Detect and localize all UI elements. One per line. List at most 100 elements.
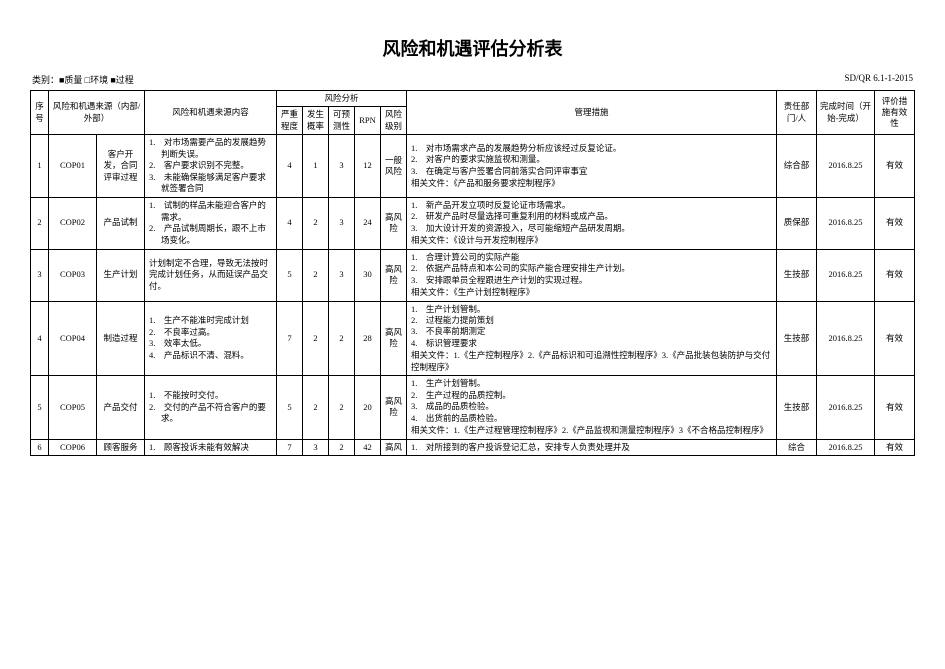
desc-item: 2. 客户要求识别不完整。 xyxy=(149,160,273,171)
cell-desc: 1. 顾客投诉未能有效解决 xyxy=(145,439,277,455)
desc-item: 1. 不能按时交付。 xyxy=(149,390,273,401)
cell-eff: 有效 xyxy=(875,249,915,301)
desc-item: 1. 顾客投诉未能有效解决 xyxy=(149,442,273,453)
cell-src: 制造过程 xyxy=(97,301,145,376)
cell-date: 2016.8.25 xyxy=(817,135,875,197)
cell-date: 2016.8.25 xyxy=(817,439,875,455)
cell-src: 产品交付 xyxy=(97,376,145,439)
cell-lvl: 高风险 xyxy=(381,249,407,301)
header-row: 类别：■质量 □环境 ■过程 SD/QR 6.1-1-2015 xyxy=(30,73,915,86)
table-row: 2COP02产品试制1. 试制的样品未能迎合客户的需求。2. 产品试制周期长，跟… xyxy=(31,197,915,249)
desc-item: 1. 生产不能准时完成计划 xyxy=(149,315,273,326)
related-docs: 相关文件：《生产计划控制程序》 xyxy=(411,287,773,298)
desc-item: 3. 效率太低。 xyxy=(149,338,273,349)
cell-eff: 有效 xyxy=(875,135,915,197)
measure-item: 4. 出货前的品质检验。 xyxy=(411,413,773,424)
cell-code: COP05 xyxy=(49,376,97,439)
col-measures: 管理措施 xyxy=(407,91,777,135)
cell-eff: 有效 xyxy=(875,439,915,455)
col-analysis-group: 风险分析 xyxy=(277,91,407,107)
desc-item: 1. 试制的样品未能迎合客户的需求。 xyxy=(149,200,273,223)
cell-desc: 1. 生产不能准时完成计划2. 不良率过高。3. 效率太低。4. 产品标识不清、… xyxy=(145,301,277,376)
cell-src: 顾客服务 xyxy=(97,439,145,455)
table-body: 1COP01客户开发，合同评审过程1. 对市场需要产品的发展趋势判断失误。2. … xyxy=(31,135,915,456)
measure-item: 2. 过程能力提前策划 xyxy=(411,315,773,326)
cell-eff: 有效 xyxy=(875,376,915,439)
desc-item: 1. 对市场需要产品的发展趋势判断失误。 xyxy=(149,137,273,160)
measure-item: 1. 对市场需求产品的发展趋势分析应该经过反复论证。 xyxy=(411,143,773,154)
table-row: 4COP04制造过程1. 生产不能准时完成计划2. 不良率过高。3. 效率太低。… xyxy=(31,301,915,376)
table-row: 6COP06顾客服务1. 顾客投诉未能有效解决73242高风1. 对所接到的客户… xyxy=(31,439,915,455)
cell-code: COP06 xyxy=(49,439,97,455)
cell-lvl: 高风 xyxy=(381,439,407,455)
cell-prob: 3 xyxy=(303,439,329,455)
cell-lvl: 一般风险 xyxy=(381,135,407,197)
cell-eff: 有效 xyxy=(875,197,915,249)
cell-date: 2016.8.25 xyxy=(817,249,875,301)
cell-dept: 综合部 xyxy=(777,135,817,197)
cell-rpn: 28 xyxy=(355,301,381,376)
desc-item: 3. 未能确保能够满足客户要求就签署合同 xyxy=(149,172,273,195)
cell-measures: 1. 对市场需求产品的发展趋势分析应该经过反复论证。2. 对客户的要求实施监视和… xyxy=(407,135,777,197)
measure-item: 3. 不良率前期测定 xyxy=(411,326,773,337)
related-docs: 相关文件：《产品和服务要求控制程序》 xyxy=(411,178,773,189)
measure-item: 1. 新产品开发立项时反复论证市场需求。 xyxy=(411,200,773,211)
col-rpn: RPN xyxy=(355,107,381,135)
measure-item: 3. 在确定与客户签署合同前落实合同评审事宜 xyxy=(411,166,773,177)
cell-desc: 计划制定不合理，导致无法按时完成计划任务，从而延误产品交付。 xyxy=(145,249,277,301)
cell-src: 生产计划 xyxy=(97,249,145,301)
measure-item: 2. 研发产品时尽量选择可重复利用的材料或成产品。 xyxy=(411,211,773,222)
cell-lvl: 高风险 xyxy=(381,197,407,249)
cell-seq: 5 xyxy=(31,376,49,439)
category-label: 类别：■质量 □环境 ■过程 xyxy=(32,73,134,86)
cell-sev: 7 xyxy=(277,439,303,455)
measure-item: 1. 合理计算公司的实际产能 xyxy=(411,252,773,263)
cell-measures: 1. 生产计划管制。2. 过程能力提前策划3. 不良率前期测定4. 标识管理要求… xyxy=(407,301,777,376)
measure-item: 1. 对所接到的客户投诉登记汇总，安排专人负责处理并及 xyxy=(411,442,773,453)
measure-item: 1. 生产计划管制。 xyxy=(411,304,773,315)
cell-pred: 2 xyxy=(329,301,355,376)
cell-lvl: 高风险 xyxy=(381,301,407,376)
table-row: 3COP03生产计划计划制定不合理，导致无法按时完成计划任务，从而延误产品交付。… xyxy=(31,249,915,301)
col-probability: 发生概率 xyxy=(303,107,329,135)
table-row: 5COP05产品交付1. 不能按时交付。2. 交付的产品不符合客户的要求。522… xyxy=(31,376,915,439)
related-docs: 相关文件：《设计与开发控制程序》 xyxy=(411,235,773,246)
cell-code: COP03 xyxy=(49,249,97,301)
cell-sev: 5 xyxy=(277,376,303,439)
col-eff: 评价措施有效性 xyxy=(875,91,915,135)
desc-item: 2. 不良率过高。 xyxy=(149,327,273,338)
cell-prob: 2 xyxy=(303,301,329,376)
cell-sev: 5 xyxy=(277,249,303,301)
cell-code: COP02 xyxy=(49,197,97,249)
measure-item: 1. 生产计划管制。 xyxy=(411,378,773,389)
cell-prob: 2 xyxy=(303,249,329,301)
col-seq: 序号 xyxy=(31,91,49,135)
measure-item: 2. 生产过程的品质控制。 xyxy=(411,390,773,401)
doc-number: SD/QR 6.1-1-2015 xyxy=(844,73,913,86)
cell-seq: 4 xyxy=(31,301,49,376)
cell-code: COP01 xyxy=(49,135,97,197)
cell-date: 2016.8.25 xyxy=(817,301,875,376)
cell-seq: 3 xyxy=(31,249,49,301)
col-dept: 责任部门/人 xyxy=(777,91,817,135)
related-docs: 相关文件：1.《生产过程管理控制程序》2.《产品监视和测量控制程序》3《不合格品… xyxy=(411,425,773,436)
desc-item: 2. 产品试制周期长，跟不上市场变化。 xyxy=(149,223,273,246)
measure-item: 3. 成品的品质检验。 xyxy=(411,401,773,412)
cell-dept: 生技部 xyxy=(777,301,817,376)
cell-src: 产品试制 xyxy=(97,197,145,249)
cell-desc: 1. 对市场需要产品的发展趋势判断失误。2. 客户要求识别不完整。3. 未能确保… xyxy=(145,135,277,197)
col-date: 完成时间（开始-完成） xyxy=(817,91,875,135)
measure-item: 2. 依据产品特点和本公司的实际产能合理安排生产计划。 xyxy=(411,263,773,274)
cell-measures: 1. 对所接到的客户投诉登记汇总，安排专人负责处理并及 xyxy=(407,439,777,455)
cell-src: 客户开发，合同评审过程 xyxy=(97,135,145,197)
related-docs: 相关文件：1.《生产控制程序》2.《产品标识和可追溯性控制程序》3.《产品批装包… xyxy=(411,350,773,373)
desc-item: 2. 交付的产品不符合客户的要求。 xyxy=(149,402,273,425)
cell-rpn: 24 xyxy=(355,197,381,249)
measure-item: 3. 加大设计开发的资源投入，尽可能缩短产品研发周期。 xyxy=(411,223,773,234)
measure-item: 4. 标识管理要求 xyxy=(411,338,773,349)
risk-table: 序号 风险和机遇来源（内部/外部） 风险和机遇来源内容 风险分析 管理措施 责任… xyxy=(30,90,915,456)
cell-measures: 1. 生产计划管制。2. 生产过程的品质控制。3. 成品的品质检验。4. 出货前… xyxy=(407,376,777,439)
measure-item: 3. 安排跟单员全程跟进生产计划的实现过程。 xyxy=(411,275,773,286)
cell-dept: 质保部 xyxy=(777,197,817,249)
cell-dept: 生技部 xyxy=(777,249,817,301)
